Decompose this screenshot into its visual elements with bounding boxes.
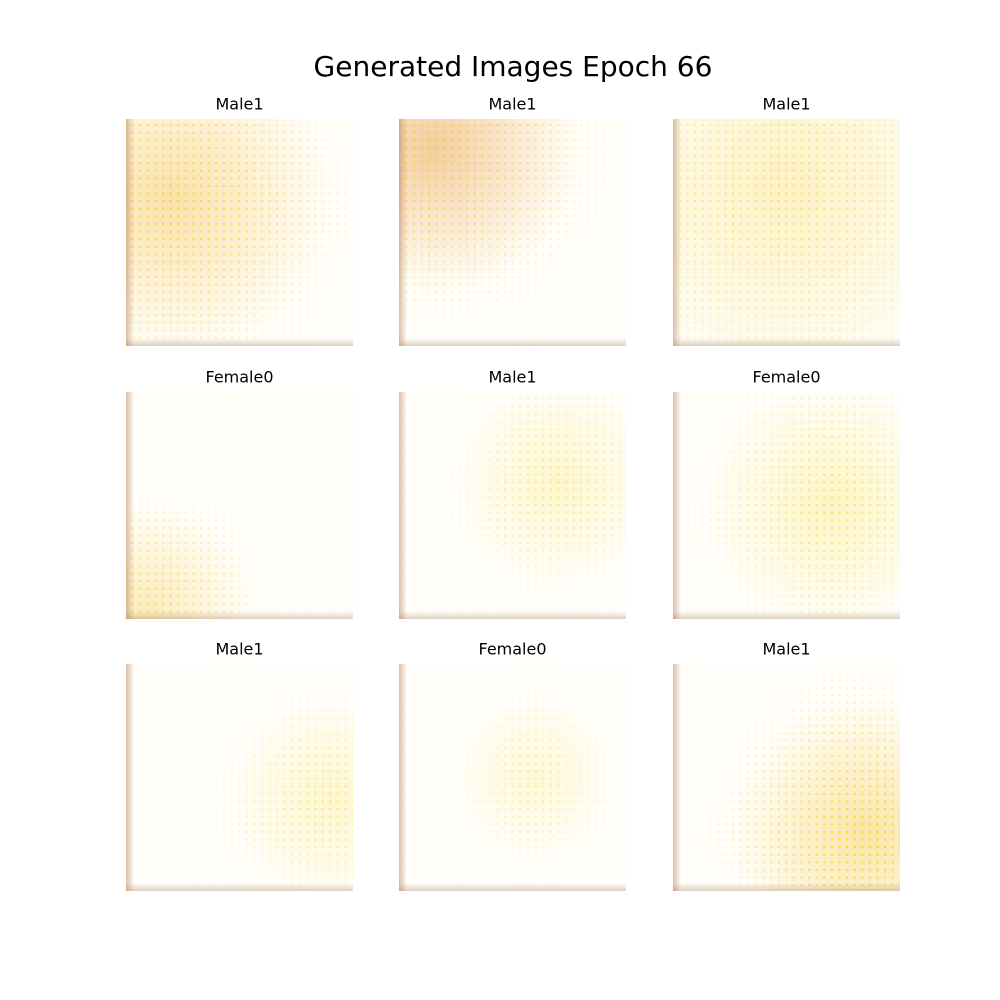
panel-edge-bottom <box>399 338 626 346</box>
panel-title: Male1 <box>762 640 810 659</box>
image-panel <box>673 392 900 619</box>
image-panel <box>673 119 900 346</box>
panel-edge-bottom <box>673 883 900 891</box>
panel-title: Female0 <box>752 368 820 387</box>
figure-title: Generated Images Epoch 66 <box>314 50 713 83</box>
panel-dots <box>673 664 900 891</box>
panel-dots <box>673 392 900 619</box>
panel-edge-bottom <box>399 883 626 891</box>
panel-title: Male1 <box>215 640 263 659</box>
panel-dots <box>399 392 626 619</box>
panel-edge-left <box>126 392 134 619</box>
panel-title: Female0 <box>205 368 273 387</box>
panel-edge-bottom <box>673 338 900 346</box>
panel-dots <box>126 664 353 891</box>
panel-title: Male1 <box>762 95 810 114</box>
image-panel <box>126 664 353 891</box>
image-panel <box>399 392 626 619</box>
panel-title: Male1 <box>215 95 263 114</box>
panel-edge-bottom <box>399 611 626 619</box>
image-panel <box>399 119 626 346</box>
panel-edge-bottom <box>126 338 353 346</box>
panel-dots <box>399 664 626 891</box>
panel-edge-left <box>673 392 681 619</box>
panel-dots <box>673 119 900 346</box>
panel-title: Male1 <box>488 95 536 114</box>
image-panel <box>673 664 900 891</box>
panel-dots <box>399 119 626 346</box>
panel-edge-left <box>399 119 407 346</box>
image-panel <box>126 392 353 619</box>
panel-edge-left <box>126 119 134 346</box>
panel-dots <box>126 392 353 619</box>
panel-edge-left <box>399 664 407 891</box>
panel-edge-left <box>673 664 681 891</box>
panel-edge-bottom <box>126 611 353 619</box>
image-panel <box>399 664 626 891</box>
image-panel <box>126 119 353 346</box>
panel-edge-bottom <box>673 611 900 619</box>
panel-title: Female0 <box>478 640 546 659</box>
panel-edge-left <box>126 664 134 891</box>
panel-edge-left <box>673 119 681 346</box>
panel-edge-bottom <box>126 883 353 891</box>
panel-edge-left <box>399 392 407 619</box>
panel-title: Male1 <box>488 368 536 387</box>
panel-dots <box>126 119 353 346</box>
